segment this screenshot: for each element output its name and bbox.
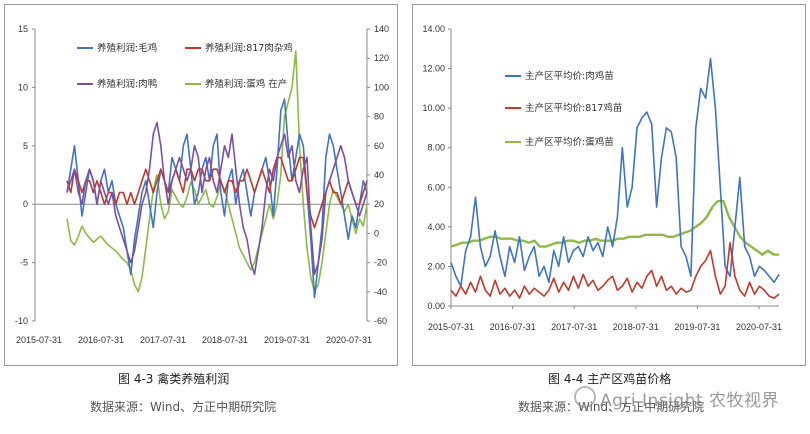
y-right-tick-label: 80 <box>374 112 384 122</box>
right-chart-svg: 0.00 2.00 4.00 6.00 8.00 10.00 12.00 14.00 2015-… <box>422 24 782 332</box>
legend-label: 主产区平均价:817鸡苗 <box>525 102 622 114</box>
y-tick-label: 10.00 <box>422 103 445 113</box>
left-chart-svg: -10 -5 0 5 10 15 -60 -40 -20 0 20 40 60 80 100 120 140 20… <box>15 24 389 345</box>
x-tick-label: 2018-07-31 <box>202 335 248 345</box>
left-chart-caption: 图 4-3 禽类养殖利润 <box>118 372 230 386</box>
y-tick-label: 8.00 <box>427 143 445 153</box>
right-chart-panel: 0.00 2.00 4.00 6.00 8.00 10.00 12.00 14.00 2015-… <box>412 4 806 366</box>
y-right-tick-label: 100 <box>374 82 389 92</box>
y-right-tick-label: -60 <box>374 316 387 326</box>
y-left-tick-label: 15 <box>18 24 28 34</box>
y-right-tick-label: 140 <box>374 24 389 34</box>
x-tick-label: 2019-07-31 <box>674 322 720 332</box>
series-line <box>450 199 779 256</box>
y-tick-label: 12.00 <box>422 64 445 74</box>
y-left-tick-label: 10 <box>18 82 28 92</box>
x-tick-label: 2017-07-31 <box>551 322 597 332</box>
y-tick-label: 14.00 <box>422 24 445 34</box>
x-tick-label: 2020-07-31 <box>326 335 372 345</box>
legend-label: 主产区平均价:肉鸡苗 <box>525 70 614 82</box>
x-tick-label: 2017-07-31 <box>140 335 186 345</box>
legend-label: 养殖利润:肉鸭 <box>97 78 157 90</box>
y-tick-label: 2.00 <box>427 261 445 271</box>
y-tick-label: 4.00 <box>427 222 445 232</box>
right-chart-source: 数据来源：Wind、方正中期研究院 <box>518 400 705 414</box>
series-line <box>66 121 368 276</box>
series-line <box>66 50 368 293</box>
y-tick-label: 0.00 <box>427 301 445 311</box>
x-tick-label: 2020-07-31 <box>736 322 782 332</box>
y-right-tick-label: 40 <box>374 170 384 180</box>
y-right-tick-label: 0 <box>374 228 379 238</box>
watermark-logo-icon <box>574 386 596 408</box>
x-tick-label: 2018-07-31 <box>613 322 659 332</box>
x-tick-label: 2019-07-31 <box>264 335 310 345</box>
x-tick-label: 2016-07-31 <box>490 322 536 332</box>
series-line <box>450 57 780 287</box>
y-right-tick-label: -40 <box>374 287 387 297</box>
y-right-tick-label: 60 <box>374 141 384 151</box>
x-tick-label: 2015-07-31 <box>16 335 62 345</box>
y-right-tick-label: -20 <box>374 258 387 268</box>
series-line <box>450 241 780 299</box>
legend-label: 养殖利润:817肉杂鸡 <box>205 42 293 54</box>
left-chart-panel: -10 -5 0 5 10 15 -60 -40 -20 0 20 40 60 80 100 120 140 20… <box>4 4 398 366</box>
y-tick-label: 6.00 <box>427 182 445 192</box>
watermark-text: Agri Insight 农牧视界 <box>600 391 780 411</box>
y-left-tick-label: 5 <box>23 141 28 151</box>
left-chart-source: 数据来源：Wind、方正中期研究院 <box>90 400 277 414</box>
legend-label: 主产区平均价:蛋鸡苗 <box>525 136 614 148</box>
y-right-tick-label: 20 <box>374 199 384 209</box>
y-left-tick-label: 0 <box>23 199 28 209</box>
y-left-tick-label: -5 <box>20 258 28 268</box>
series-line <box>66 98 368 299</box>
x-tick-label: 2015-07-31 <box>428 322 474 332</box>
legend-label: 养殖利润:蛋鸡 在产 <box>205 78 287 90</box>
series-line <box>66 156 368 229</box>
legend-label: 养殖利润:毛鸡 <box>97 42 157 54</box>
y-left-tick-label: -10 <box>15 316 28 326</box>
x-tick-label: 2016-07-31 <box>78 335 124 345</box>
y-right-tick-label: 120 <box>374 53 389 63</box>
right-chart-caption: 图 4-4 主产区鸡苗价格 <box>548 372 672 386</box>
